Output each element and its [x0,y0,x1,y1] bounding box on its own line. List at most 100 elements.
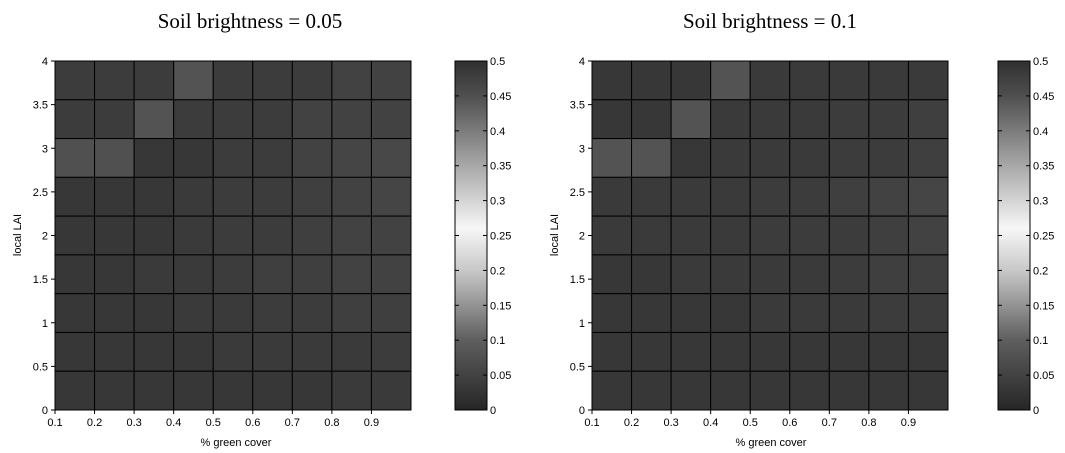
colorbar-tick-label: 0.05 [1033,370,1054,382]
y-tick-label: 2 [579,231,585,243]
x-tick-label: 0.1 [584,417,599,429]
heatmap-cell [868,370,909,411]
y-tick-label: 3 [42,143,48,155]
x-tick-label: 0.8 [324,417,339,429]
heatmap-cell [828,215,870,256]
heatmap-cell [591,254,633,295]
heatmap-cell [907,254,949,295]
heatmap-cell [133,331,175,372]
colorbar-tick-label: 0.45 [490,91,511,103]
heatmap-cell [631,138,672,178]
x-tick-label: 0.2 [624,417,639,429]
heatmap-cell [907,176,949,217]
heatmap-cell [252,293,293,333]
heatmap-cell [828,370,870,411]
heatmap-cells-1 [54,60,412,411]
heatmap-cells-2 [591,60,949,411]
heatmap-cell [591,99,633,140]
heatmap-cell [331,99,372,140]
heatmap-cell [291,176,333,217]
heatmap-cell [710,370,751,411]
heatmap-cell [54,215,96,256]
heatmap-cell [591,176,633,217]
heatmap-cell [789,99,830,140]
heatmap-cell [252,99,293,140]
y-tick-label: 2.5 [570,187,585,199]
heatmap-cell [907,331,949,372]
chart-title-2: Soil brightness = 0.1 [683,9,857,33]
colorbar-tick-label: 0.5 [1033,56,1048,68]
heatmap-cell [291,99,333,140]
y-tick-label: 3 [579,143,585,155]
heatmap-cell [370,176,412,217]
heatmap-cell [331,60,372,101]
heatmap-panel-1: Soil brightness = 0.05 local LAI % green… [12,9,511,449]
heatmap-cell [710,215,751,256]
heatmap-cell [670,370,712,411]
y-tick-label: 2 [42,231,48,243]
y-tick-label: 3.5 [570,100,585,112]
heatmap-cell [291,60,333,101]
heatmap-frame-2 [591,60,949,411]
heatmap-cell [868,293,909,333]
heatmap-cell [868,331,909,372]
y-tick-label: 1 [42,318,48,330]
heatmap-cell [370,138,412,178]
colorbar-2: 0 0.05 0.1 0.15 0.2 0.25 0.3 0.35 0.4 0.45 0.5 [997,56,1054,417]
heatmap-cell [670,331,712,372]
y-tick-label: 1.5 [33,274,48,286]
heatmap-cell [94,293,135,333]
heatmap-cell [907,215,949,256]
x-tick-label: 0.8 [861,417,876,429]
heatmap-cell [591,370,633,411]
x-tick-label: 0.9 [364,417,379,429]
heatmap-cell [212,60,254,101]
heatmap-cell [370,99,412,140]
colorbar-ticks-1: 0 0.05 0.1 0.15 0.2 0.25 0.3 0.35 0.4 0.45 0.5 [455,56,511,417]
heatmap-cell [54,331,96,372]
heatmap-cell [370,293,412,333]
heatmap-cell [828,99,870,140]
heatmap-cell [133,293,175,333]
heatmap-cell [789,176,830,217]
heatmap-cell [828,293,870,333]
x-tick-label: 0.6 [245,417,260,429]
x-axis-label-2: % green cover [736,437,807,449]
heatmap-cell [907,293,949,333]
heatmap-cell [212,370,254,411]
heatmap-cell [133,370,175,411]
heatmap-cell [749,176,791,217]
heatmap-cell [868,60,909,101]
heatmap-cell [291,293,333,333]
heatmap-cell [331,176,372,217]
x-tick-label: 0.5 [743,417,758,429]
heatmap-cell [789,293,830,333]
heatmap-cell [631,215,672,256]
y-tick-label: 0 [42,405,48,417]
heatmap-cell [868,254,909,295]
heatmap-cell [133,254,175,295]
heatmap-cell [749,331,791,372]
heatmap-cell [94,215,135,256]
heatmap-cell [94,331,135,372]
heatmap-cell [710,331,751,372]
heatmap-cell [94,370,135,411]
colorbar-1: 0 0.05 0.1 0.15 0.2 0.25 0.3 0.35 0.4 0.45 0.5 [454,56,511,417]
x-tick-label: 0.4 [166,417,181,429]
colorbar-tick-label: 0.05 [490,370,511,382]
heatmap-cell [133,138,175,178]
y-tick-label: 4 [579,56,585,68]
heatmap-cell [54,176,96,217]
x-tick-label: 0.7 [822,417,837,429]
heatmap-cell [212,176,254,217]
heatmap-cell [133,99,175,140]
heatmap-cell [54,370,96,411]
heatmap-cell [631,254,672,295]
heatmap-cell [749,138,791,178]
y-tick-label: 4 [42,56,48,68]
colorbar-tick-label: 0.2 [490,265,505,277]
heatmap-cell [291,254,333,295]
heatmap-cell [291,370,333,411]
heatmap-ticks-2: 0.1 0.2 0.3 0.4 0.5 0.6 0.7 0.8 0.9 0 0.5 1 1.5 2 2.5 3… [570,56,916,429]
